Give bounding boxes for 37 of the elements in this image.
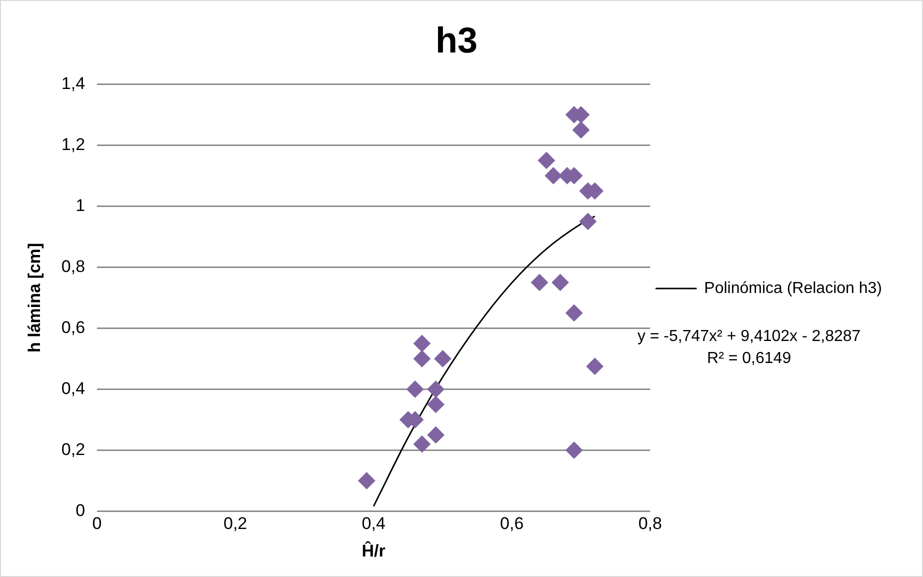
point <box>538 152 555 169</box>
y-axis-title: h lámina [cm] <box>24 242 44 352</box>
point <box>572 121 590 138</box>
point <box>544 167 562 184</box>
y-tick-label: 0,6 <box>61 318 86 337</box>
y-tick-label: 0,8 <box>61 256 86 276</box>
x-tick-label: 0,8 <box>638 514 662 534</box>
point <box>427 426 444 444</box>
point <box>427 396 444 413</box>
y-tick-label: 1 <box>76 196 86 215</box>
point <box>566 442 583 459</box>
point <box>413 350 430 368</box>
point <box>566 304 583 322</box>
point <box>531 274 548 291</box>
point <box>406 380 424 398</box>
x-tick-label: 0,2 <box>223 514 248 534</box>
x-tick-label: 0,6 <box>500 514 524 534</box>
point <box>413 334 430 352</box>
x-axis-title: Ĥ/r <box>362 540 386 560</box>
point <box>413 436 430 453</box>
y-tick-label: 0,2 <box>61 440 86 459</box>
point <box>579 212 596 230</box>
text: R² = 0,6149 <box>707 350 792 367</box>
point <box>586 358 604 375</box>
x-tick-label: 0 <box>92 514 102 534</box>
legend-label: Polinómica (Relacion h3) <box>704 280 882 297</box>
y-tick-label: 0,4 <box>61 378 86 398</box>
point <box>434 350 452 368</box>
point <box>552 274 569 291</box>
y-tick-label: 0 <box>76 500 86 520</box>
chart-title: h3 <box>435 20 478 61</box>
point <box>427 380 444 398</box>
annotation: y = -5,747x² + 9,4102x - 2,8287 <box>637 328 861 345</box>
x-tick-label: 0,4 <box>362 514 386 534</box>
y-tick-label: 1,2 <box>61 134 86 154</box>
point <box>358 472 376 490</box>
y-tick-label: 1,4 <box>61 74 86 93</box>
